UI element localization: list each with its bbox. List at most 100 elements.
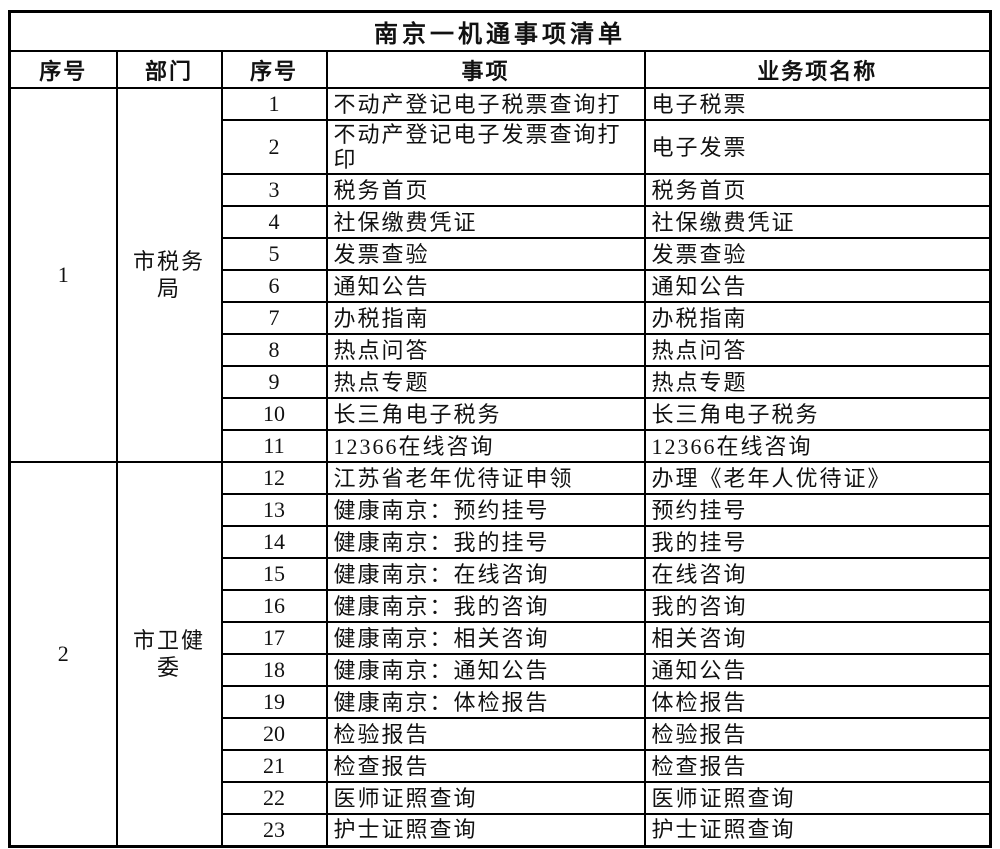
items-table: 南京一机通事项清单 序号 部门 序号 事项 业务项名称 1 市税务局 1 不动产登记电… <box>8 10 993 848</box>
matter-cell: 发票查验 <box>325 237 646 271</box>
table-row: 6 通知公告 通知公告 <box>10 269 992 303</box>
matter-cell: 健康南京：通知公告 <box>325 653 646 687</box>
column-header-matter: 事项 <box>325 50 646 89</box>
table-row: 5 发票查验 发票查验 <box>10 237 992 271</box>
business-cell: 在线咨询 <box>643 557 992 591</box>
business-cell: 通知公告 <box>643 653 992 687</box>
matter-cell: 检查报告 <box>325 749 646 783</box>
table-row: 9 热点专题 热点专题 <box>10 365 992 399</box>
business-cell: 社保缴费凭证 <box>643 205 992 239</box>
matter-cell: 社保缴费凭证 <box>325 205 646 239</box>
item-no-cell: 19 <box>220 685 328 719</box>
table-row: 11 12366在线咨询 12366在线咨询 <box>10 429 992 463</box>
table-row: 15 健康南京：在线咨询 在线咨询 <box>10 557 992 591</box>
table-title-row: 南京一机通事项清单 <box>8 10 992 52</box>
table-row: 20 检验报告 检验报告 <box>10 717 992 751</box>
item-no-cell: 6 <box>220 269 328 303</box>
matter-cell: 健康南京：体检报告 <box>325 685 646 719</box>
matter-cell: 通知公告 <box>325 269 646 303</box>
item-no-cell: 21 <box>220 749 328 783</box>
item-no-cell: 23 <box>220 813 328 847</box>
table-row: 2 市卫健委 12 江苏省老年优待证申领 办理《老年人优待证》 <box>8 461 992 847</box>
item-no-cell: 12 <box>220 461 328 495</box>
column-header-item-no: 序号 <box>220 50 328 89</box>
table-body: 1 市税务局 1 不动产登记电子税票查询打 电子税票 2 不动产登记电子发票查询打印 电子发票… <box>8 87 992 847</box>
item-no-cell: 15 <box>220 557 328 591</box>
business-cell: 护士证照查询 <box>643 813 992 847</box>
business-cell: 检查报告 <box>643 749 992 783</box>
group-no-cell: 2 <box>8 461 118 847</box>
table-row: 17 健康南京：相关咨询 相关咨询 <box>10 621 992 655</box>
business-cell: 办理《老年人优待证》 <box>643 461 992 495</box>
department-cell: 市税务局 <box>115 87 223 463</box>
matter-cell: 不动产登记电子税票查询打 <box>325 87 646 121</box>
table-row: 2 不动产登记电子发票查询打印 电子发票 <box>10 119 992 175</box>
business-cell: 发票查验 <box>643 237 992 271</box>
item-no-cell: 13 <box>220 493 328 527</box>
item-no-cell: 7 <box>220 301 328 335</box>
item-no-cell: 9 <box>220 365 328 399</box>
table-title: 南京一机通事项清单 <box>8 10 992 52</box>
business-cell: 税务首页 <box>643 173 992 207</box>
column-header-department: 部门 <box>115 50 223 89</box>
table-row: 7 办税指南 办税指南 <box>10 301 992 335</box>
item-no-cell: 10 <box>220 397 328 431</box>
table-row: 18 健康南京：通知公告 通知公告 <box>10 653 992 687</box>
item-no-cell: 5 <box>220 237 328 271</box>
matter-cell: 办税指南 <box>325 301 646 335</box>
table-row: 1 市税务局 1 不动产登记电子税票查询打 电子税票 <box>8 87 992 463</box>
table-row: 13 健康南京：预约挂号 预约挂号 <box>10 493 992 527</box>
business-cell: 医师证照查询 <box>643 781 992 815</box>
table-row: 23 护士证照查询 护士证照查询 <box>10 813 992 847</box>
matter-cell: 热点专题 <box>325 365 646 399</box>
item-no-cell: 11 <box>220 429 328 463</box>
item-no-cell: 17 <box>220 621 328 655</box>
matter-cell: 税务首页 <box>325 173 646 207</box>
group-no-cell: 1 <box>8 87 118 463</box>
matter-cell: 健康南京：我的挂号 <box>325 525 646 559</box>
table-row: 3 税务首页 税务首页 <box>10 173 992 207</box>
matter-cell: 健康南京：预约挂号 <box>325 493 646 527</box>
business-cell: 12366在线咨询 <box>643 429 992 463</box>
matter-cell: 检验报告 <box>325 717 646 751</box>
item-no-cell: 3 <box>220 173 328 207</box>
matter-cell: 健康南京：在线咨询 <box>325 557 646 591</box>
table-row: 8 热点问答 热点问答 <box>10 333 992 367</box>
matter-cell: 江苏省老年优待证申领 <box>325 461 646 495</box>
table-row: 16 健康南京：我的咨询 我的咨询 <box>10 589 992 623</box>
item-no-cell: 8 <box>220 333 328 367</box>
table-row: 21 检查报告 检查报告 <box>10 749 992 783</box>
item-no-cell: 14 <box>220 525 328 559</box>
business-cell: 电子税票 <box>643 87 992 121</box>
matter-cell: 长三角电子税务 <box>325 397 646 431</box>
business-cell: 热点专题 <box>643 365 992 399</box>
column-header-business: 业务项名称 <box>643 50 992 89</box>
table-row: 4 社保缴费凭证 社保缴费凭证 <box>10 205 992 239</box>
matter-cell: 不动产登记电子发票查询打印 <box>325 119 646 175</box>
item-no-cell: 20 <box>220 717 328 751</box>
business-cell: 通知公告 <box>643 269 992 303</box>
business-cell: 热点问答 <box>643 333 992 367</box>
matter-cell: 医师证照查询 <box>325 781 646 815</box>
business-cell: 检验报告 <box>643 717 992 751</box>
item-no-cell: 4 <box>220 205 328 239</box>
business-cell: 电子发票 <box>643 119 992 175</box>
department-cell: 市卫健委 <box>115 461 223 847</box>
business-cell: 我的挂号 <box>643 525 992 559</box>
business-cell: 预约挂号 <box>643 493 992 527</box>
item-no-cell: 22 <box>220 781 328 815</box>
business-cell: 办税指南 <box>643 301 992 335</box>
matter-cell: 护士证照查询 <box>325 813 646 847</box>
matter-cell: 健康南京：相关咨询 <box>325 621 646 655</box>
business-cell: 体检报告 <box>643 685 992 719</box>
business-cell: 相关咨询 <box>643 621 992 655</box>
table-row: 19 健康南京：体检报告 体检报告 <box>10 685 992 719</box>
table-row: 14 健康南京：我的挂号 我的挂号 <box>10 525 992 559</box>
item-no-cell: 18 <box>220 653 328 687</box>
matter-cell: 12366在线咨询 <box>325 429 646 463</box>
item-no-cell: 16 <box>220 589 328 623</box>
column-header-group-no: 序号 <box>8 50 118 89</box>
business-cell: 长三角电子税务 <box>643 397 992 431</box>
table-row: 10 长三角电子税务 长三角电子税务 <box>10 397 992 431</box>
